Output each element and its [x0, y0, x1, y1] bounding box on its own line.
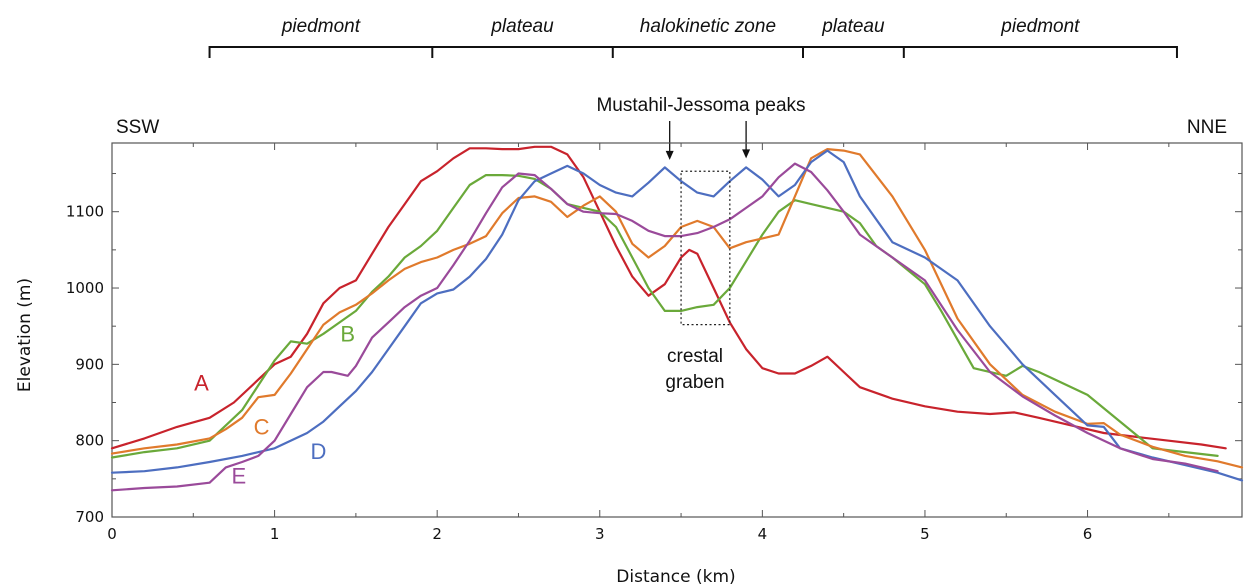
series-label-a: A — [194, 370, 209, 395]
crestal-graben-box — [680, 170, 731, 326]
series-line-a — [110, 145, 1227, 450]
series-label-d: D — [311, 439, 327, 464]
x-axis-title: Distance (km) — [616, 567, 735, 587]
series-line-b — [110, 174, 1219, 459]
series-line-e — [110, 162, 1219, 492]
series-label-b: B — [340, 321, 355, 346]
peak-arrows — [665, 121, 751, 160]
zone-label-halokinetic-zone: halokinetic zone — [640, 16, 776, 37]
x-tick-label: 6 — [1083, 525, 1093, 543]
x-tick-label: 4 — [758, 525, 768, 543]
series-line-c — [110, 148, 1244, 469]
series-labels: A B C D E — [194, 321, 355, 488]
axis-ticks: 0 1 2 3 4 5 6 700 800 900 1000 1100 — [66, 143, 1242, 543]
y-tick-label: 800 — [75, 432, 104, 450]
series-label-e: E — [231, 463, 246, 488]
x-tick-label: 2 — [432, 525, 442, 543]
y-axis-title: Elevation (m) — [15, 278, 35, 392]
zone-label-plateau: plateau — [821, 16, 885, 37]
series-line-d — [110, 149, 1244, 482]
y-tick-label: 900 — [75, 355, 104, 373]
graben-label-line2: graben — [665, 372, 724, 393]
peaks-annotation-label: Mustahil-Jessoma peaks — [596, 95, 805, 116]
x-tick-label: 3 — [595, 525, 605, 543]
x-tick-label: 5 — [920, 525, 930, 543]
y-tick-label: 1000 — [66, 279, 104, 297]
peak-arrow-head — [742, 149, 751, 159]
plot-area: 0 1 2 3 4 5 6 700 800 900 1000 1100 A B C D E — [66, 142, 1244, 543]
direction-right-label: NNE — [1187, 117, 1227, 138]
series-label-c: C — [254, 415, 270, 440]
graben-label-line1: crestal — [667, 346, 723, 367]
zone-brackets: piedmont plateau halokinetic zone plateau pi… — [208, 16, 1178, 58]
x-tick-label: 1 — [270, 525, 280, 543]
series-lines — [110, 145, 1244, 492]
x-tick-label: 0 — [107, 525, 117, 543]
peak-arrow-head — [665, 150, 674, 160]
y-tick-label: 700 — [75, 508, 104, 526]
direction-left-label: SSW — [116, 117, 159, 138]
plot-frame — [111, 142, 1243, 518]
zone-label-piedmont: piedmont — [1000, 16, 1080, 37]
zone-label-plateau: plateau — [490, 16, 554, 37]
zone-label-piedmont: piedmont — [281, 16, 361, 37]
y-tick-label: 1100 — [66, 203, 104, 221]
